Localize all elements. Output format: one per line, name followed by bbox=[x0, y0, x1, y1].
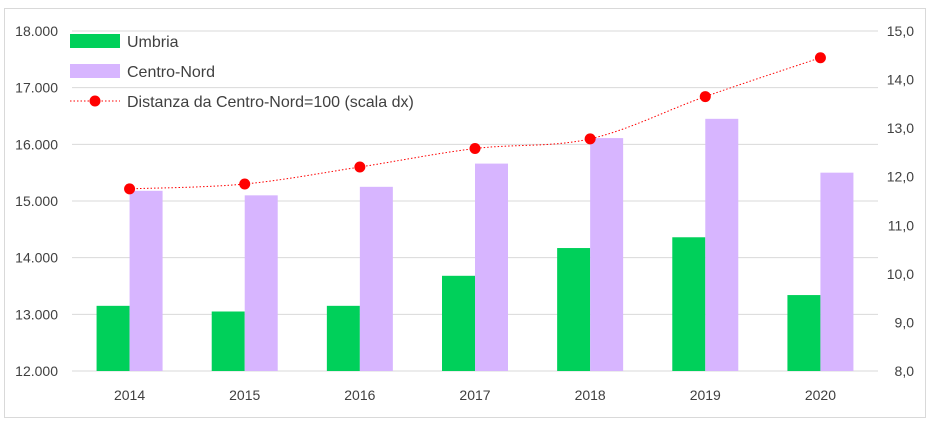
bar-umbria bbox=[442, 275, 475, 371]
bars bbox=[96, 118, 854, 371]
bar-umbria bbox=[96, 305, 130, 371]
bar-umbria bbox=[672, 237, 706, 371]
right-axis: 8,0 9,0 10,0 11,0 12,0 13,0 14,0 15,0 bbox=[887, 23, 914, 379]
bar-centro-nord bbox=[475, 163, 508, 371]
bar-centro-nord bbox=[820, 172, 854, 371]
right-tick-label: 12,0 bbox=[887, 169, 914, 185]
x-axis: 2014 2015 2016 2017 2018 2019 2020 bbox=[114, 387, 836, 403]
x-tick-label: 2017 bbox=[459, 387, 490, 403]
right-tick-label: 13,0 bbox=[887, 120, 914, 136]
legend-label-centro-nord: Centro-Nord bbox=[127, 64, 215, 81]
x-tick-label: 2019 bbox=[690, 387, 721, 403]
legend-swatch-umbria bbox=[70, 34, 120, 48]
bar-centro-nord bbox=[129, 190, 163, 371]
right-tick-label: 11,0 bbox=[888, 217, 914, 233]
x-tick-label: 2018 bbox=[575, 387, 606, 403]
x-tick-label: 2015 bbox=[229, 387, 260, 403]
bar-umbria bbox=[557, 248, 591, 371]
bar-centro-nord bbox=[705, 118, 739, 371]
right-tick-label: 9,0 bbox=[895, 314, 915, 330]
x-tick-label: 2014 bbox=[114, 387, 145, 403]
right-tick-label: 8,0 bbox=[895, 363, 915, 379]
bar-centro-nord bbox=[244, 195, 278, 371]
left-tick-label: 18.000 bbox=[15, 23, 58, 39]
ratio-point bbox=[239, 178, 251, 190]
right-tick-label: 14,0 bbox=[887, 72, 914, 88]
ratio-point bbox=[469, 143, 481, 155]
left-tick-label: 14.000 bbox=[15, 250, 58, 266]
legend-marker-distanza bbox=[89, 95, 101, 107]
ratio-point bbox=[354, 161, 366, 173]
left-tick-label: 17.000 bbox=[15, 80, 58, 96]
bar-centro-nord bbox=[359, 186, 393, 371]
bar-umbria bbox=[787, 295, 821, 371]
ratio-point bbox=[124, 183, 136, 195]
left-tick-label: 16.000 bbox=[15, 136, 58, 152]
x-tick-label: 2020 bbox=[805, 387, 836, 403]
legend-label-umbria: Umbria bbox=[127, 34, 179, 51]
x-tick-label: 2016 bbox=[344, 387, 375, 403]
ratio-point bbox=[814, 52, 826, 64]
legend-swatch-centro-nord bbox=[70, 64, 120, 78]
ratio-line bbox=[124, 52, 826, 195]
bar-umbria bbox=[211, 311, 245, 371]
bar-centro-nord bbox=[590, 138, 624, 371]
left-tick-label: 15.000 bbox=[15, 193, 58, 209]
left-tick-label: 13.000 bbox=[15, 306, 58, 322]
ratio-point bbox=[699, 91, 711, 103]
legend: Umbria Centro-Nord Distanza da Centro-No… bbox=[70, 34, 414, 111]
left-tick-label: 12.000 bbox=[15, 363, 58, 379]
right-tick-label: 15,0 bbox=[887, 23, 914, 39]
legend-label-distanza: Distanza da Centro-Nord=100 (scala dx) bbox=[127, 94, 414, 111]
right-tick-label: 10,0 bbox=[887, 266, 914, 282]
bar-umbria bbox=[326, 305, 360, 371]
left-axis: 12.000 13.000 14.000 15.000 16.000 17.000 18.0… bbox=[15, 23, 58, 379]
ratio-point bbox=[584, 133, 596, 145]
